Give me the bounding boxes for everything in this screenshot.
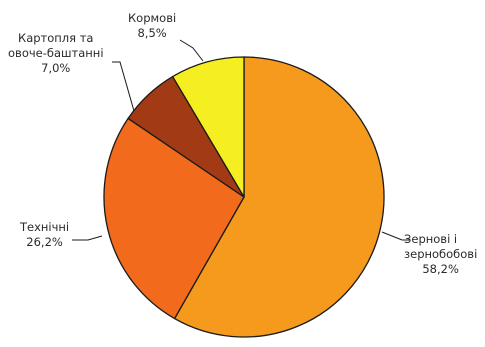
pie-slice-grain [173,56,385,338]
slice-label-line: Картопля та [18,31,94,45]
slice-label-industrial: Технічні 26,2% [20,220,69,250]
slice-value-label: 58,2% [422,262,459,276]
leader-line [381,231,410,241]
slice-value-label: 26,2% [26,235,63,249]
slice-label-line: Технічні [20,220,70,234]
leader-line [72,235,103,241]
slice-label-line: овоче-баштанні [8,46,104,60]
slice-label-line: Кормові [128,11,177,25]
slice-value-label: 8,5% [137,26,167,40]
pie-slice-fodder [172,56,245,198]
leader-line [112,61,135,112]
slice-label-grain: Зернові і зернобобові 58,2% [404,232,477,277]
slice-label-fodder: Кормові 8,5% [128,11,176,41]
leader-line [179,39,204,62]
pie-slice-industrial [103,117,245,320]
slice-label-potato: Картопля та овоче-баштанні 7,0% [8,31,104,76]
slice-value-label: 7,0% [41,61,71,75]
slice-label-line: Зернові і [404,232,458,246]
slice-label-line: зернобобові [404,247,478,261]
